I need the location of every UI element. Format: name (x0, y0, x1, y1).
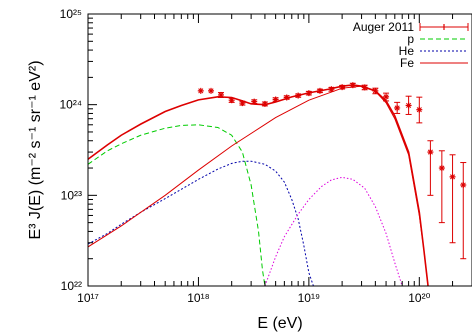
marker-d2 (273, 96, 279, 103)
axes-layer: 10¹⁷ 10¹⁸ 10¹⁹ 10²⁰ 10²² 10²³ 10²⁴ 10²⁵ (60, 7, 472, 305)
series-line-fe (88, 85, 429, 286)
legend-entry-p: p (407, 32, 468, 46)
data-point (197, 87, 204, 94)
x-tick-label: 10¹⁹ (298, 291, 320, 305)
marker-d2 (251, 99, 257, 105)
data-point (208, 87, 215, 94)
legend-entry-auger-2011: Auger 2011 (353, 20, 469, 34)
series-line-unlabeled-3 (264, 176, 403, 286)
plot-frame (87, 13, 472, 287)
data-point (449, 154, 456, 244)
marker-d2 (198, 88, 204, 94)
y-axis-label: E³ J(E) (m⁻² s⁻¹ sr⁻¹ eV²) (27, 60, 44, 239)
data-point (405, 95, 412, 115)
x-tick-label: 10²⁰ (408, 291, 430, 305)
series-line-he (88, 160, 314, 286)
marker-d2 (427, 149, 433, 155)
marker-d2 (439, 165, 445, 171)
marker-d2 (208, 88, 214, 94)
marker-d2 (449, 174, 456, 180)
x-tick-label: 10¹⁸ (187, 291, 209, 305)
legend-entry-he: He (399, 44, 468, 58)
marker-d2 (383, 94, 389, 100)
data-point (416, 96, 423, 124)
marker-d2 (416, 107, 422, 113)
data-point (383, 92, 390, 102)
y-tick-label: 10²⁴ (60, 98, 83, 112)
legend-label: p (407, 32, 414, 46)
series-layer (88, 82, 467, 286)
marker-d2 (394, 105, 400, 111)
marker-d2 (406, 102, 412, 109)
legend-label: He (399, 44, 415, 58)
data-point (394, 101, 401, 114)
marker-d2 (460, 182, 466, 188)
legend-label: Fe (400, 56, 414, 70)
y-tick-label: 10²² (61, 279, 82, 293)
legend-label: Auger 2011 (353, 20, 414, 34)
data-point (427, 140, 434, 196)
y-tick-label: 10²⁵ (60, 7, 82, 21)
data-point (438, 150, 445, 224)
data-point (305, 90, 312, 97)
x-axis-label: E (eV) (257, 315, 302, 332)
x-tick-label: 10¹⁷ (77, 291, 99, 305)
legend-entry-fe: Fe (400, 56, 468, 70)
series-line-p (88, 124, 266, 286)
series-line-unlabeled-5 (88, 84, 429, 286)
data-point (460, 162, 467, 260)
y-tick-label: 10²³ (61, 188, 82, 202)
